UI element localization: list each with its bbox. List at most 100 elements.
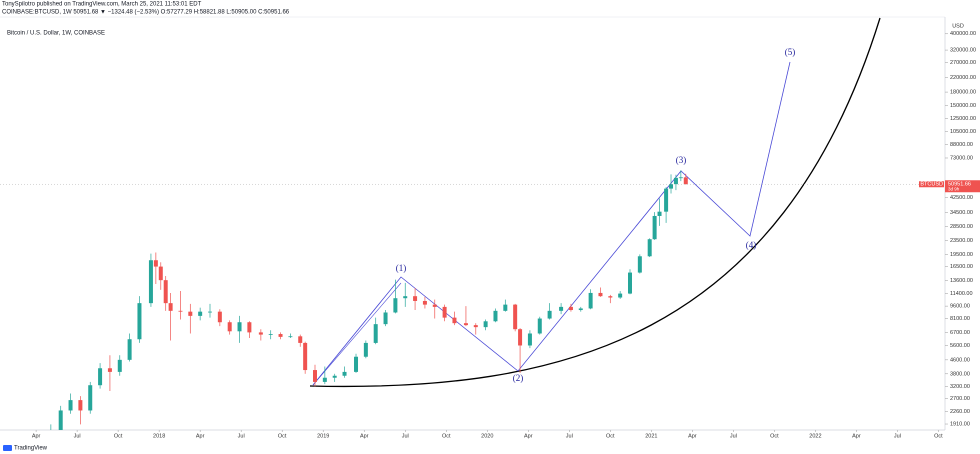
brand-name: TradingView bbox=[14, 446, 48, 452]
x-tick-label: Oct bbox=[442, 433, 451, 439]
x-tick-label: Oct bbox=[934, 433, 943, 439]
wave-label: (5) bbox=[785, 47, 796, 57]
candle-body bbox=[683, 177, 688, 185]
x-tick-label: 2022 bbox=[809, 433, 821, 439]
y-tick-label: 125000.00 bbox=[950, 116, 976, 122]
y-tick-label: 4600.00 bbox=[950, 357, 970, 363]
price-tag-countdown: 3d 9h bbox=[948, 186, 960, 191]
wave-path bbox=[312, 61, 791, 386]
y-tick-label: 1910.00 bbox=[950, 421, 970, 427]
y-tick-label: 105000.00 bbox=[950, 129, 976, 135]
y-tick-label: 34500.00 bbox=[950, 210, 973, 216]
y-tick-label: 5600.00 bbox=[950, 343, 970, 349]
candle-body bbox=[442, 306, 447, 318]
candle-body bbox=[393, 298, 398, 313]
candle-body bbox=[463, 323, 468, 326]
price-tag-price: 50951.66 bbox=[948, 182, 971, 188]
candle-body bbox=[527, 333, 532, 346]
candle-body bbox=[547, 310, 552, 319]
candle-body bbox=[432, 304, 437, 307]
candle-body bbox=[664, 188, 669, 212]
candle-body bbox=[49, 430, 53, 437]
candle-body bbox=[178, 310, 183, 312]
price-tag bbox=[945, 180, 980, 193]
y-tick-label: 13600.00 bbox=[950, 278, 973, 284]
candle-body bbox=[217, 311, 222, 323]
y-tick-label: 2260.00 bbox=[950, 409, 970, 415]
x-tick-label: Jul bbox=[238, 433, 245, 439]
candle-body bbox=[158, 266, 163, 281]
candle-body bbox=[127, 339, 132, 360]
y-tick-label: 2700.00 bbox=[950, 396, 970, 402]
candle-body bbox=[148, 260, 153, 304]
y-tick-label: 400000.00 bbox=[950, 31, 976, 37]
x-tick-label: Jul bbox=[730, 433, 737, 439]
candle-body bbox=[568, 306, 573, 311]
candle-body bbox=[278, 334, 283, 337]
y-tick-label: 8100.00 bbox=[950, 316, 970, 322]
y-tick-label: 88000.00 bbox=[950, 142, 973, 148]
candle-body bbox=[383, 312, 388, 325]
candle-body bbox=[537, 318, 542, 334]
candle-body bbox=[163, 280, 168, 304]
candle-body bbox=[503, 304, 508, 311]
candle-body bbox=[363, 342, 368, 357]
x-tick-label: Apr bbox=[360, 433, 369, 439]
candle-body bbox=[373, 324, 378, 343]
candle-body bbox=[258, 332, 263, 335]
y-unit: USD bbox=[952, 23, 964, 29]
candle-body bbox=[493, 310, 498, 322]
x-tick-label: 2020 bbox=[481, 433, 493, 439]
candle-body bbox=[227, 322, 232, 332]
candle-body bbox=[58, 410, 63, 430]
x-tick-label: Apr bbox=[32, 433, 41, 439]
y-tick-label: 180000.00 bbox=[950, 90, 976, 96]
plot-area: (1) (2) (3) (4) (5) bbox=[0, 17, 945, 437]
candle-body bbox=[452, 317, 457, 324]
candle-body bbox=[559, 306, 564, 311]
brand: TradingView bbox=[3, 445, 48, 452]
candle-body bbox=[88, 385, 93, 411]
candle-body bbox=[652, 215, 657, 240]
y-tick-label: 3200.00 bbox=[950, 384, 970, 390]
candle-body bbox=[608, 296, 613, 298]
candle-body bbox=[422, 300, 427, 305]
x-tick-label: Oct bbox=[770, 433, 779, 439]
candle-body bbox=[117, 359, 122, 372]
brand-logo bbox=[3, 445, 12, 451]
x-tick-label: 2021 bbox=[645, 433, 657, 439]
x-tick-label: 2019 bbox=[317, 433, 329, 439]
candle-body bbox=[288, 336, 293, 338]
candle-body bbox=[268, 334, 273, 335]
x-tick-label: Apr bbox=[852, 433, 861, 439]
y-tick-label: 16500.00 bbox=[950, 264, 973, 270]
candle-body bbox=[598, 292, 603, 297]
wave-label: (2) bbox=[513, 373, 524, 383]
support-curve bbox=[309, 17, 881, 388]
x-tick-label: Jul bbox=[74, 433, 81, 439]
x-tick-label: Oct bbox=[606, 433, 615, 439]
x-tick-label: Apr bbox=[688, 433, 697, 439]
wave-label: (4) bbox=[746, 240, 757, 250]
candle-body bbox=[403, 296, 408, 299]
x-tick-label: Oct bbox=[114, 433, 123, 439]
candle-body bbox=[513, 304, 518, 330]
y-tick-label: 28500.00 bbox=[950, 224, 973, 230]
y-tick-label: 150000.00 bbox=[950, 103, 976, 109]
price-tag-symbol-bg bbox=[919, 181, 944, 188]
y-tick-label: 6700.00 bbox=[950, 330, 970, 336]
candle-body bbox=[237, 322, 242, 332]
candle-body bbox=[637, 256, 642, 273]
candle-body bbox=[669, 184, 674, 189]
y-tick-label: 11400.00 bbox=[950, 291, 973, 297]
candle-body bbox=[98, 368, 103, 386]
candle-body bbox=[208, 311, 212, 313]
candle-body bbox=[137, 303, 142, 340]
candle-body bbox=[354, 356, 359, 372]
x-tick-label: Oct bbox=[278, 433, 287, 439]
publisher-line: TonySpilotro published on TradingView.co… bbox=[2, 2, 202, 8]
candle-body bbox=[168, 303, 173, 311]
candle-body bbox=[628, 272, 632, 294]
candle-body bbox=[342, 371, 347, 376]
